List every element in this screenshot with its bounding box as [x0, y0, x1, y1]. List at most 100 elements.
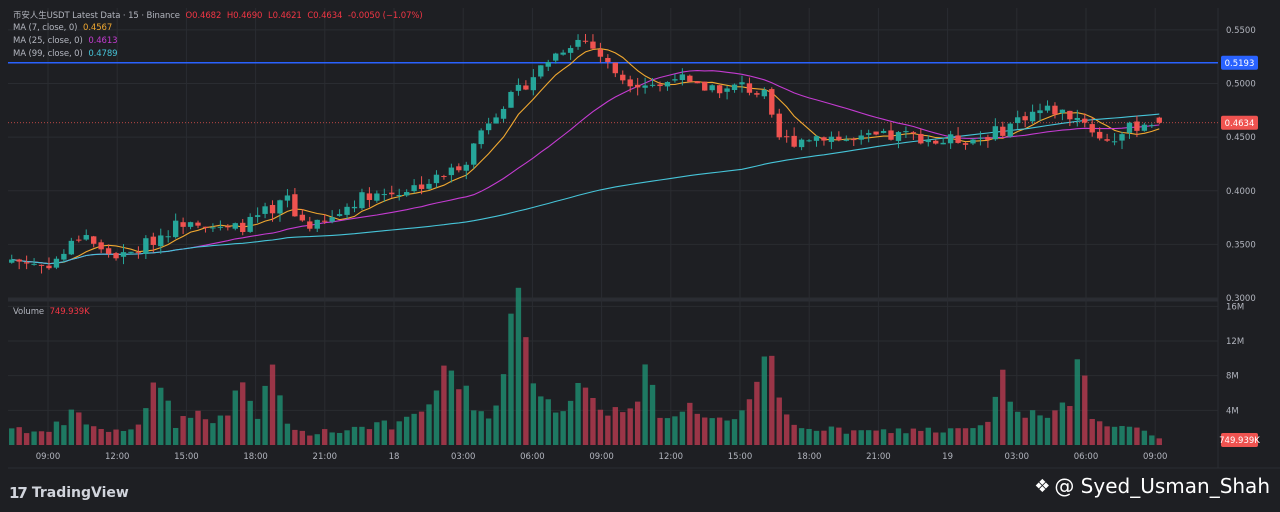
volume-bar	[664, 418, 671, 445]
time-tick-label: 12:00	[105, 452, 130, 462]
volume-bar	[1126, 426, 1133, 445]
candle-body	[582, 40, 589, 42]
hline-price-tag: 0.5193	[1221, 55, 1258, 70]
candle-body	[396, 194, 402, 196]
last-volume-tag: 749.939K	[1219, 433, 1260, 447]
candle-body	[739, 82, 745, 85]
volume-bar	[1119, 426, 1125, 445]
candle	[791, 127, 797, 148]
candle-body	[284, 195, 291, 201]
volume-bar	[940, 432, 946, 445]
volume-bar	[389, 429, 395, 445]
ma99-label: MA (99, close, 0)	[13, 49, 83, 59]
candle-body	[575, 39, 581, 47]
volume-bar	[947, 428, 954, 445]
candle	[746, 77, 753, 96]
time-tick-label: 03:00	[1005, 452, 1030, 462]
candle	[1119, 131, 1125, 150]
volume-bar	[351, 426, 358, 445]
candle	[761, 87, 768, 99]
volume-bar	[9, 428, 15, 445]
author-watermark: ❖ @ Syed_Usman_Shah	[1034, 474, 1270, 498]
volume-bar	[955, 428, 961, 445]
candle	[83, 229, 89, 241]
tradingview-logo[interactable]: 17 TradingView	[9, 484, 129, 502]
candle	[150, 232, 156, 253]
candle-body	[292, 194, 298, 217]
volume-bar	[1029, 410, 1036, 445]
candle-body	[247, 216, 253, 232]
candle	[560, 49, 566, 56]
candle	[1149, 123, 1155, 128]
volume-bar	[500, 374, 507, 445]
volume-bar	[135, 424, 142, 445]
candle-body	[299, 214, 306, 221]
candle-body	[709, 85, 715, 91]
candle-body	[664, 82, 671, 87]
volume-bar	[739, 410, 745, 445]
last-volume-tag-text: 749.939K	[1219, 436, 1260, 446]
candle	[98, 239, 104, 254]
candle-body	[217, 226, 224, 228]
candle-body	[590, 41, 596, 49]
candle-body	[873, 131, 879, 135]
ma7-line	[11, 48, 1160, 265]
volume-bar	[843, 433, 849, 445]
time-tick-label: 18:00	[243, 452, 268, 462]
volume-bar	[441, 365, 447, 445]
volume-bar	[851, 430, 857, 445]
candle-body	[649, 84, 656, 86]
volume-bar	[471, 410, 477, 445]
volume-bar	[582, 387, 589, 445]
volume-bar	[873, 430, 879, 445]
candle	[620, 70, 626, 85]
volume-bar	[895, 428, 902, 445]
candle-body	[1149, 125, 1155, 127]
candle	[865, 129, 872, 143]
candle	[634, 77, 641, 96]
volume-bar	[515, 287, 522, 445]
price-tick-label: 0.3000	[1226, 294, 1256, 304]
volume-legend[interactable]: Volume 749.939K	[13, 307, 93, 317]
volume-bar	[1082, 375, 1088, 445]
volume-bar	[702, 417, 708, 445]
volume-bar	[374, 422, 380, 445]
candle-body	[322, 220, 328, 222]
candle	[120, 244, 127, 265]
candle	[68, 237, 75, 256]
candle-body	[53, 258, 60, 268]
candle	[687, 74, 693, 82]
candle-body	[463, 164, 469, 171]
volume-bar	[307, 435, 313, 445]
ma7-legend[interactable]: MA (7, close, 0) 0.4567	[13, 23, 115, 33]
volume-bar	[1149, 435, 1155, 445]
candle	[105, 244, 112, 258]
ma99-legend[interactable]: MA (99, close, 0) 0.4789	[13, 49, 120, 59]
candle	[754, 90, 760, 98]
candle-body	[262, 206, 268, 214]
candle	[597, 42, 604, 63]
volume-bars	[9, 287, 1162, 445]
volume-bar	[1022, 417, 1028, 445]
candle-body	[485, 123, 492, 131]
candle	[240, 219, 246, 236]
candle-body	[634, 84, 641, 88]
candle-body	[925, 140, 931, 143]
candle	[23, 255, 30, 270]
candle	[277, 199, 283, 222]
candle	[702, 81, 708, 91]
candle-body	[903, 131, 909, 133]
candle	[403, 189, 410, 197]
candle-body	[128, 251, 134, 253]
volume-bar	[1134, 427, 1140, 445]
candle-body	[9, 259, 15, 263]
ma25-legend[interactable]: MA (25, close, 0) 0.4613	[13, 36, 120, 46]
volume-bar	[46, 431, 52, 445]
volume-bar	[575, 382, 581, 445]
volume-bar	[679, 411, 686, 445]
candle-body	[143, 238, 149, 254]
candle-body	[798, 139, 805, 148]
candle-body	[433, 174, 440, 184]
candle-body	[374, 193, 380, 201]
